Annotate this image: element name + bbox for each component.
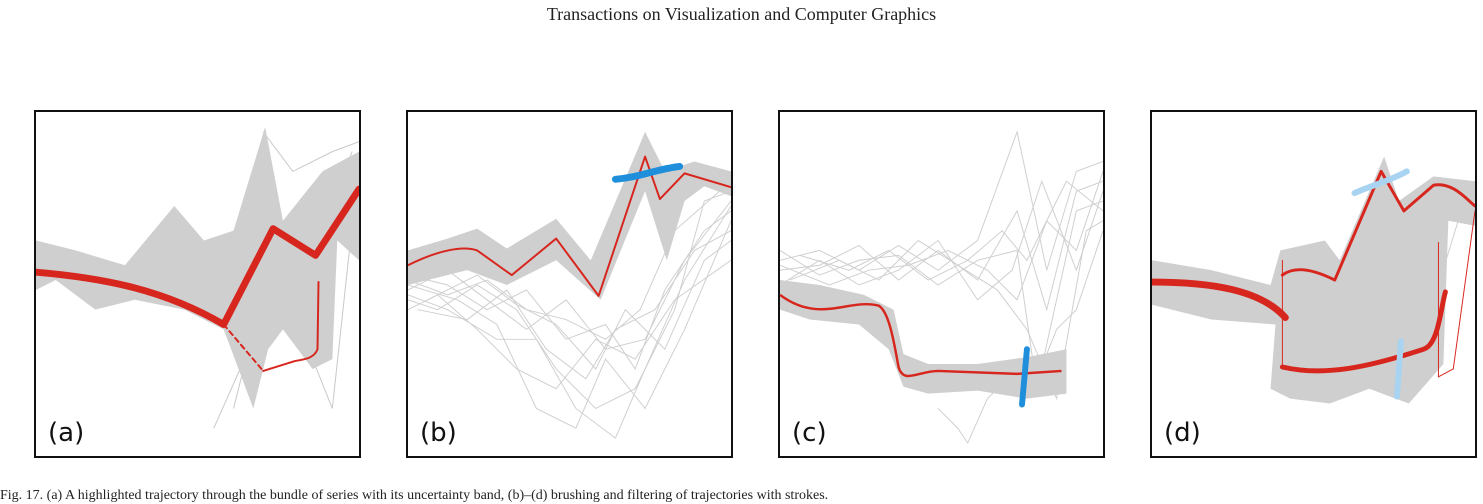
- figure-caption: Fig. 17. (a) A highlighted trajectory th…: [0, 488, 829, 503]
- uncertainty-band: [36, 126, 359, 409]
- context-lines: [408, 180, 731, 439]
- panel-c-plot: [780, 130, 1103, 445]
- highlight-trajectory: [780, 293, 1062, 378]
- panel-d[interactable]: (d): [1150, 110, 1477, 458]
- context-lines: [780, 130, 1103, 445]
- panel-a[interactable]: (a): [34, 110, 361, 458]
- panel-a-label: (a): [48, 418, 85, 448]
- running-header: Transactions on Visualization and Comput…: [546, 4, 937, 24]
- panel-d-label: (d): [1164, 418, 1201, 448]
- panel-b[interactable]: (b): [406, 110, 733, 458]
- panel-c[interactable]: (c): [778, 110, 1105, 458]
- highlight-trajectory: [408, 155, 731, 297]
- panel-b-plot: [408, 131, 731, 439]
- brush-stroke: [1019, 346, 1030, 408]
- uncertainty-band: [1152, 156, 1475, 404]
- brush-stroke: [611, 162, 684, 183]
- panel-b-label: (b): [420, 418, 457, 448]
- highlight-trajectory: [1152, 169, 1475, 378]
- panel-a-plot: [36, 126, 359, 429]
- highlight-trajectory: [36, 185, 359, 372]
- panel-c-label: (c): [792, 418, 827, 448]
- uncertainty-band: [780, 280, 1067, 399]
- brush-strokes: [1351, 168, 1410, 400]
- uncertainty-band: [408, 131, 731, 300]
- panel-d-plot: [1152, 156, 1475, 404]
